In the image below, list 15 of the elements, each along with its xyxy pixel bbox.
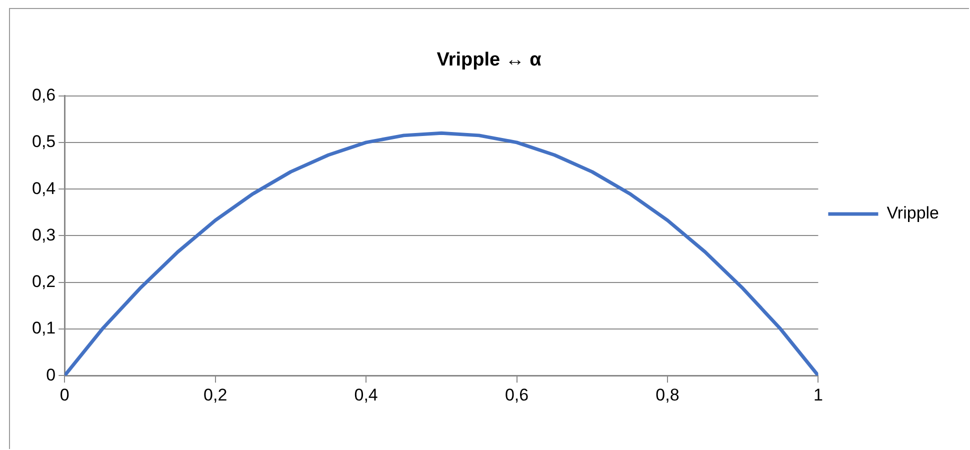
chart-title: Vripple ↔ α (436, 50, 542, 71)
x-tick-label: 1 (813, 385, 823, 404)
x-tick-label: 0,6 (504, 385, 529, 404)
y-tick-label: 0,5 (32, 132, 56, 152)
y-tick-label: 0,2 (32, 272, 56, 292)
x-tick-label: 0,8 (656, 385, 680, 404)
x-tick-label: 0,4 (354, 385, 378, 404)
y-tick-label: 0 (46, 365, 56, 384)
legend-label: Vripple (886, 204, 940, 223)
x-tick-label: 0 (60, 385, 70, 404)
y-tick-label: 0,1 (32, 318, 56, 338)
x-tick-label: 0,2 (204, 385, 228, 404)
y-tick-label: 0,3 (32, 225, 56, 244)
y-tick-label: 0,6 (32, 85, 56, 104)
y-tick-label: 0,4 (32, 178, 56, 198)
